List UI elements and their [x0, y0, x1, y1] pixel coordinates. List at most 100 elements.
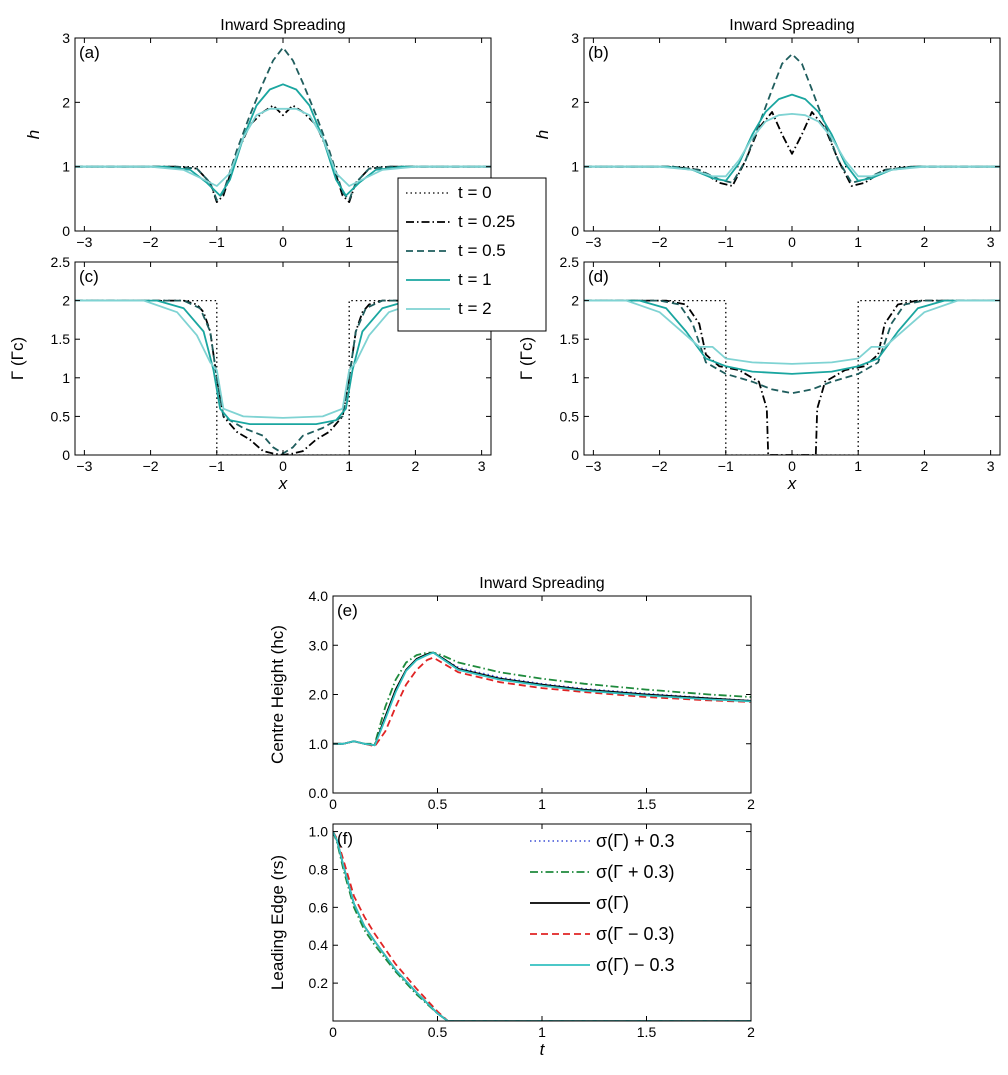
series-line	[584, 299, 1000, 455]
y-tick-label: 1.5	[560, 331, 580, 347]
series-group	[75, 46, 491, 203]
y-tick-label: 4.0	[309, 588, 329, 604]
series-line	[333, 831, 751, 1021]
panel-label: (e)	[337, 601, 358, 620]
series-line	[584, 299, 1000, 375]
series-group	[333, 651, 751, 748]
series-line	[584, 113, 1000, 178]
y-tick-label: 2	[571, 293, 579, 309]
series-group	[584, 299, 1000, 455]
x-axis-label: x	[278, 474, 288, 493]
panel-e: 0 0.5 1 1.5 2 0.0 1.0 2.0 3.0 4.0 (e) Inward Spread…	[268, 575, 755, 812]
y-tick-label: 0.5	[560, 408, 580, 424]
y-tick-label: 0	[571, 223, 579, 239]
x-tick-label: −2	[143, 234, 159, 250]
x-tick-label: −1	[209, 458, 225, 474]
series-line	[75, 299, 491, 425]
legend-entry: t = 0.25	[458, 212, 515, 231]
y-tick-label: 0	[62, 223, 70, 239]
x-tick-label: 0	[279, 458, 287, 474]
panel-b: −3 −2 −1 0 1 2 3 0 1 2 3 (b) Inward Spreading h	[533, 17, 1001, 250]
y-tick-label: 1	[571, 159, 579, 175]
axes-frame	[332, 823, 752, 1022]
panel-label: (d)	[588, 267, 609, 286]
legend-entry: t = 0.5	[458, 241, 506, 260]
series-line	[584, 111, 1000, 187]
series-line	[75, 299, 491, 455]
x-tick-label: 0.5	[428, 1024, 448, 1040]
y-tick-label: 2.5	[560, 254, 580, 270]
panel-label: (c)	[79, 267, 99, 286]
series-line	[333, 831, 751, 1021]
x-tick-label: 1	[854, 234, 862, 250]
y-tick-label: 0	[62, 447, 70, 463]
x-tick-label: 0.5	[428, 796, 448, 812]
y-tick-label: 0.6	[309, 899, 329, 915]
x-tick-label: 1	[538, 1024, 546, 1040]
y-tick-label: 1.5	[51, 331, 71, 347]
y-axis-label: h	[24, 130, 43, 139]
panel-label: (a)	[79, 43, 100, 62]
x-tick-label: 1	[345, 234, 353, 250]
x-tick-label: −1	[718, 234, 734, 250]
x-tick-label: −3	[76, 234, 92, 250]
series-line	[333, 831, 751, 1021]
y-tick-label: 0.8	[309, 861, 329, 877]
x-tick-label: 2	[921, 458, 929, 474]
x-tick-label: 3	[478, 458, 486, 474]
y-tick-label: 2	[62, 293, 70, 309]
x-tick-label: −1	[209, 234, 225, 250]
x-tick-label: 0	[279, 234, 287, 250]
x-tick-label: 2	[412, 458, 420, 474]
panel-title: Inward Spreading	[220, 17, 345, 34]
x-tick-label: 0	[788, 234, 796, 250]
legend-entry: σ(Γ)	[596, 893, 629, 913]
series-line	[584, 299, 1000, 455]
legend-frame	[397, 177, 547, 332]
series-line	[333, 831, 751, 1021]
panel-label: (f)	[337, 829, 353, 848]
series-line	[584, 53, 1000, 184]
y-tick-label: 3	[62, 30, 70, 46]
y-tick-label: 0.4	[309, 937, 329, 953]
series-line	[333, 831, 751, 1021]
y-tick-label: 0.0	[309, 785, 329, 801]
y-tick-label: 1.0	[309, 736, 329, 752]
legend-entry: σ(Γ − 0.3)	[596, 924, 675, 944]
series-line	[75, 83, 491, 197]
x-tick-label: 2	[921, 234, 929, 250]
series-line	[75, 299, 491, 419]
axes-frame	[583, 37, 1001, 232]
x-tick-label: −1	[718, 458, 734, 474]
y-axis-label: h	[533, 130, 552, 139]
y-axis-label: Γ (Γc)	[517, 337, 536, 380]
x-tick-label: 2	[747, 1024, 755, 1040]
x-tick-label: 0	[329, 796, 337, 812]
x-tick-label: 2	[747, 796, 755, 812]
series-line	[584, 299, 1000, 365]
legend-entry: t = 0	[458, 183, 492, 202]
series-line	[333, 656, 751, 748]
series-group	[333, 831, 751, 1021]
x-tick-label: 1.5	[637, 1024, 657, 1040]
x-tick-label: 0	[788, 458, 796, 474]
panel-f: 0 0.5 1 1.5 2 0.2 0.4 0.6 0.8 1.0 (f) t Leading Edge…	[268, 823, 755, 1059]
y-axis-label: Γ (Γc)	[8, 337, 27, 380]
x-tick-label: −3	[585, 458, 601, 474]
x-tick-label: 0	[329, 1024, 337, 1040]
legend-entry: σ(Γ) − 0.3	[596, 955, 675, 975]
legend-entry: t = 1	[458, 270, 492, 289]
series-line	[584, 299, 1000, 395]
x-tick-label: −2	[652, 234, 668, 250]
y-tick-label: 2	[62, 94, 70, 110]
x-tick-label: 3	[987, 234, 995, 250]
legend-entry: σ(Γ) + 0.3	[596, 831, 675, 851]
series-line	[75, 104, 491, 203]
y-axis-label: Centre Height (hc)	[268, 625, 287, 764]
y-tick-label: 3	[571, 30, 579, 46]
y-axis-label: Leading Edge (rs)	[268, 855, 287, 990]
series-line	[75, 107, 491, 187]
y-tick-label: 1	[62, 370, 70, 386]
series-line	[75, 46, 491, 201]
